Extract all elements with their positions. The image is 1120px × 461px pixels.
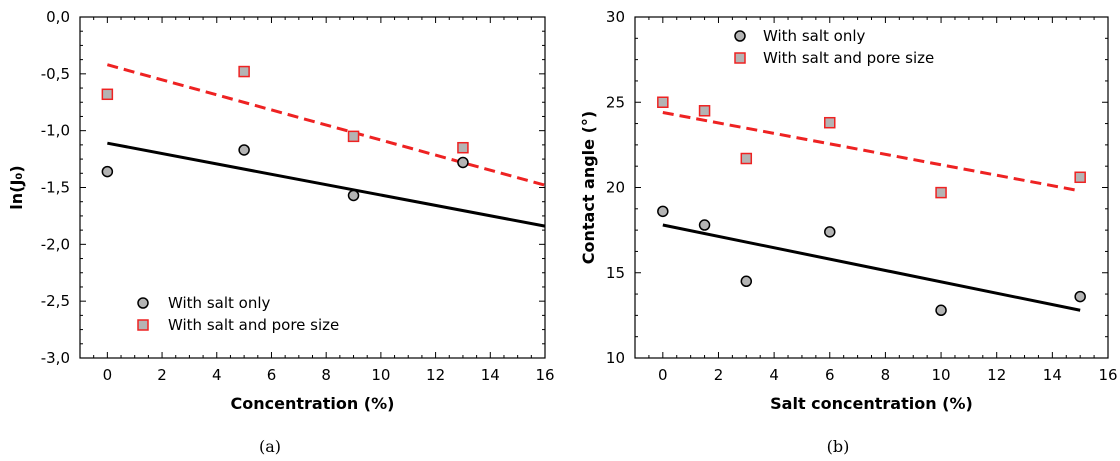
chart-b: 0 2 4 6 8 10 12 14 16 10 15 20 25 30 Salt concentratio… [579, 8, 1118, 456]
y-axis-title: ln(J₀) [7, 165, 26, 209]
x-tick-label: 14 [1043, 366, 1062, 384]
data-point-salt-only [740, 275, 753, 288]
data-point-salt-only [657, 205, 669, 218]
x-tick-label: 0 [658, 366, 668, 384]
data-point-salt-only [238, 144, 250, 156]
data-point-salt-only [457, 156, 469, 169]
y-tick-label: 30 [606, 8, 625, 26]
legend-marker-salt-and-pore-size [734, 52, 746, 64]
y-tick-label: -1,0 [41, 122, 70, 140]
x-tick-label: 4 [769, 366, 779, 384]
y-tick-label: 0,0 [46, 8, 70, 26]
x-tick-label: 14 [481, 366, 500, 384]
data-point-salt-and-pore-size [457, 141, 469, 154]
data-point-salt-only [824, 226, 836, 238]
y-axis-title: Contact angle (°) [579, 111, 598, 264]
data-point-salt-only [1074, 290, 1086, 303]
x-tick-label: 12 [987, 366, 1006, 384]
y-tick-label: -3,0 [41, 349, 70, 367]
chart-a: 0 2 4 6 8 10 12 14 16 0,0 -0,5 -1,0 -1,5 -2,0 -2,5 -3,0… [7, 8, 555, 456]
data-point-salt-only [101, 165, 114, 178]
y-tick-label: 25 [606, 93, 625, 111]
x-axis-title: Concentration (%) [231, 394, 395, 413]
y-tick-label: -2,0 [41, 235, 70, 253]
x-tick-label: 8 [881, 366, 891, 384]
fit-line-salt-only [107, 141, 546, 228]
panel-caption: (b) [827, 437, 850, 456]
x-axis-title: Salt concentration (%) [770, 394, 973, 413]
data-point-salt-and-pore-size [740, 152, 753, 165]
data-point-salt-and-pore-size [935, 186, 947, 199]
x-tick-label: 4 [212, 366, 222, 384]
y-tick-label: -0,5 [41, 65, 70, 83]
x-tick-label: 6 [825, 366, 835, 384]
plot-frame [79, 16, 546, 359]
y-tick-label: 20 [606, 179, 625, 197]
legend-marker-salt-only [734, 30, 746, 42]
plot-frame [634, 16, 1109, 359]
x-tick-label: 2 [157, 366, 167, 384]
x-tick-label: 6 [267, 366, 277, 384]
data-point-salt-and-pore-size [101, 88, 114, 101]
legend-label-salt-only: With salt only [168, 294, 271, 312]
x-tick-label: 2 [714, 366, 724, 384]
legend-marker-salt-and-pore-size [137, 319, 149, 331]
legend-label-salt-and-pore-size: With salt and pore size [168, 316, 339, 334]
fit-line-salt-and-pore-size [106, 63, 546, 187]
data-point-salt-and-pore-size [347, 130, 360, 143]
legend-marker-salt-only [137, 297, 149, 309]
x-tick-label: 0 [103, 366, 113, 384]
legend-label-salt-only: With salt only [763, 27, 866, 45]
data-point-salt-and-pore-size [824, 116, 836, 129]
y-tick-label: -1,5 [41, 179, 70, 197]
data-point-salt-only [935, 304, 947, 317]
y-tick-label: 10 [606, 349, 625, 367]
fit-line-salt-and-pore-size [662, 111, 1081, 193]
data-point-salt-and-pore-size [1074, 171, 1086, 184]
x-tick-label: 10 [932, 366, 951, 384]
y-tick-label: 15 [606, 264, 625, 282]
x-tick-label: 12 [426, 366, 445, 384]
data-point-salt-and-pore-size [238, 65, 250, 78]
data-point-salt-and-pore-size [698, 105, 711, 117]
x-tick-label: 16 [1098, 366, 1117, 384]
data-point-salt-and-pore-size [657, 96, 669, 108]
y-tick-label: -2,5 [41, 292, 70, 310]
data-point-salt-only [698, 219, 711, 231]
legend-label-salt-and-pore-size: With salt and pore size [763, 49, 934, 67]
x-tick-label: 10 [371, 366, 390, 384]
fit-line-salt-only [662, 223, 1081, 312]
x-tick-label: 16 [535, 366, 554, 384]
data-point-salt-only [347, 189, 360, 202]
panel-caption: (a) [259, 437, 281, 456]
x-tick-label: 8 [321, 366, 331, 384]
